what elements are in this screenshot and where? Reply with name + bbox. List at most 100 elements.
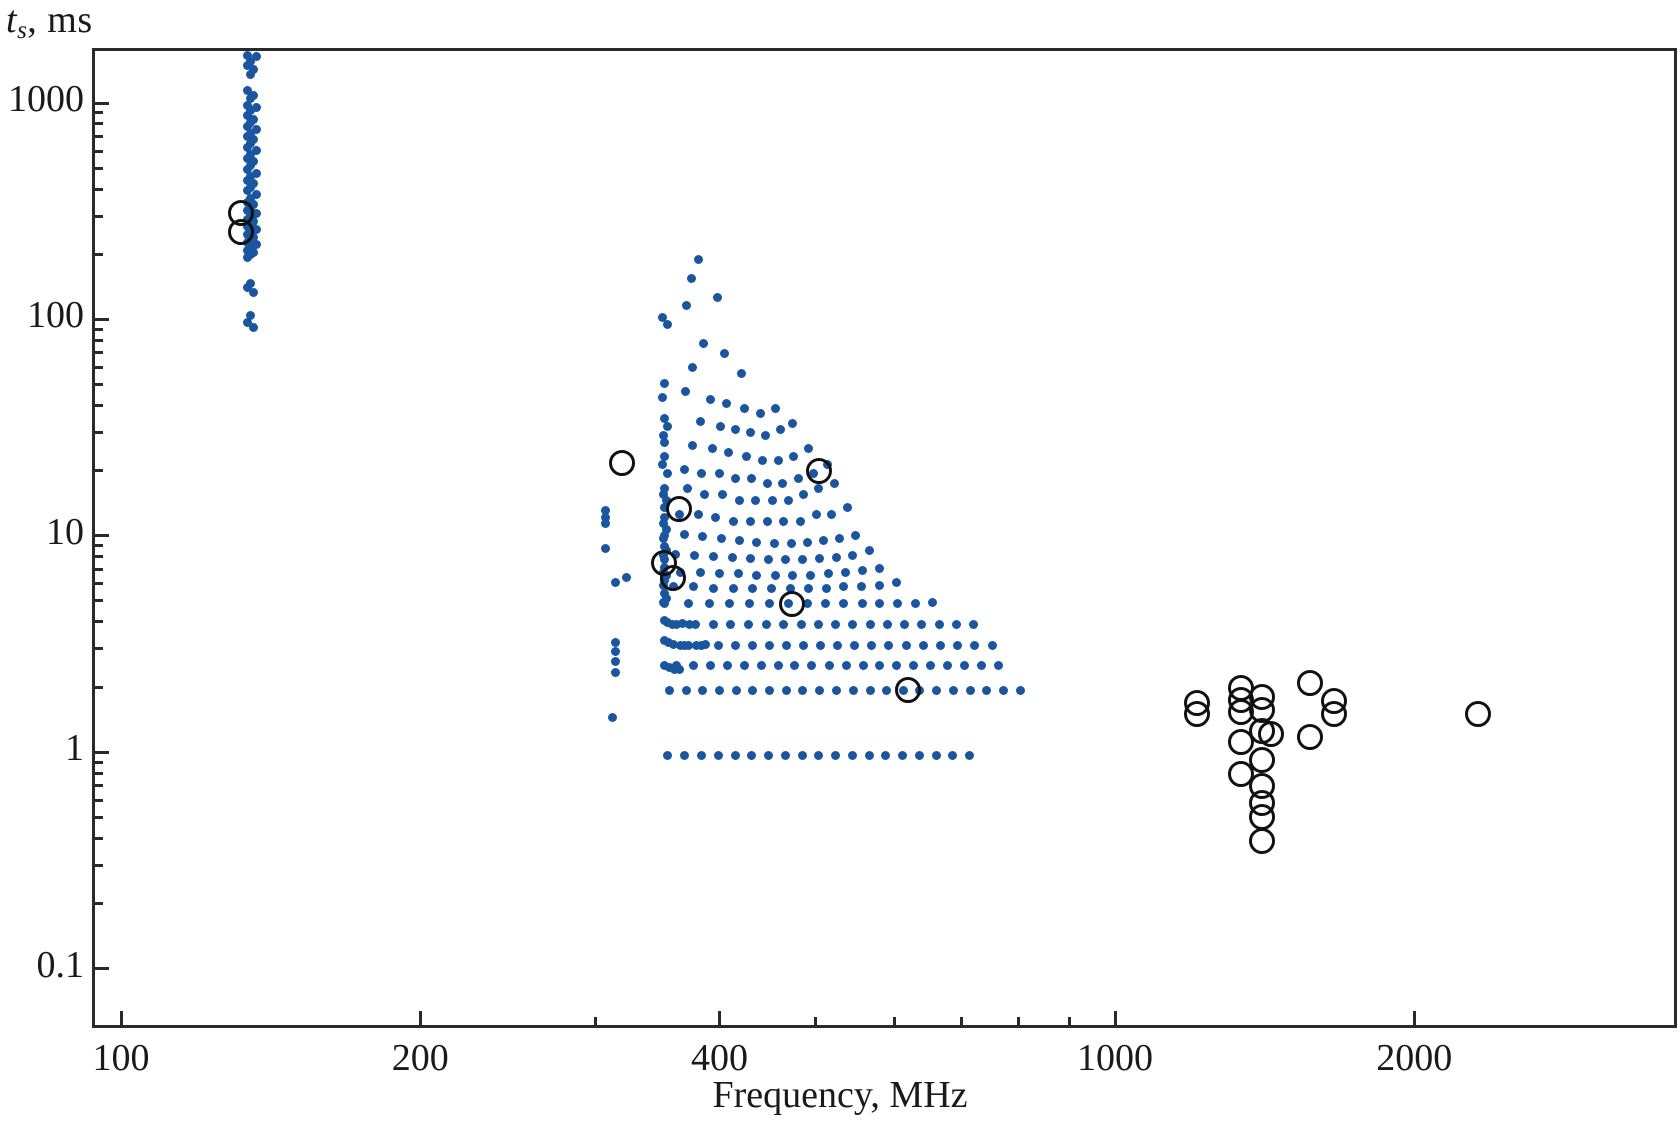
data-point-dot: [659, 534, 669, 544]
y-axis-minor-tick: [92, 567, 103, 571]
data-point-dot: [679, 464, 689, 474]
data-point-dot: [948, 685, 958, 695]
x-axis-minor-tick: [814, 1017, 818, 1028]
y-axis-tick-label: 100: [27, 294, 84, 337]
data-point-dot: [796, 620, 806, 630]
data-point-dot: [678, 619, 688, 629]
data-point-dot: [252, 103, 262, 113]
data-point-dot: [884, 641, 894, 651]
data-point-dot: [728, 583, 738, 593]
data-point-dot: [811, 509, 821, 519]
data-point-dot: [242, 51, 252, 60]
data-point-dot: [660, 413, 670, 423]
data-point-dot: [806, 570, 816, 580]
y-axis-major-tick: [92, 534, 109, 538]
data-point-dot: [821, 599, 831, 609]
data-point-dot: [714, 469, 724, 479]
data-point-dot: [797, 750, 807, 760]
data-point-open-circle: [1296, 723, 1323, 750]
data-point-dot: [842, 502, 852, 512]
data-point-dot: [757, 660, 767, 670]
data-point-dot: [660, 660, 670, 670]
data-point-dot: [841, 660, 851, 670]
data-point-dot: [245, 106, 255, 116]
data-point-dot: [773, 456, 783, 466]
data-point-dot: [799, 641, 809, 651]
data-point-dot: [965, 685, 975, 695]
data-point-dot: [662, 422, 672, 432]
data-point-dot: [764, 685, 774, 695]
data-point-dot: [730, 641, 740, 651]
data-point-dot: [687, 440, 697, 450]
data-point-dot: [785, 583, 795, 593]
data-point-dot: [874, 563, 884, 573]
data-point-dot: [661, 525, 671, 535]
data-point-dot: [943, 660, 953, 670]
data-point-dot: [610, 577, 620, 587]
data-point-dot: [831, 750, 841, 760]
data-point-dot: [829, 479, 839, 489]
data-point-dot: [892, 660, 902, 670]
data-point-dot: [720, 348, 730, 358]
data-point-open-circle: [1183, 701, 1210, 727]
data-point-dot: [610, 647, 620, 657]
data-point-dot: [802, 599, 812, 609]
data-point-dot: [249, 178, 259, 188]
data-point-dot: [668, 639, 678, 649]
data-point-dot: [782, 641, 792, 651]
data-point-open-circle: [805, 458, 832, 485]
data-point-dot: [726, 620, 736, 630]
data-point-dot: [734, 536, 744, 546]
data-point-open-circle: [1248, 803, 1275, 830]
data-point-open-circle: [1464, 701, 1491, 727]
y-axis-minor-tick: [92, 469, 103, 473]
data-point-dot: [790, 660, 800, 670]
data-point-dot: [621, 573, 631, 583]
y-axis-minor-tick: [92, 685, 103, 689]
data-point-dot: [779, 517, 789, 527]
y-axis-minor-tick: [92, 252, 103, 256]
data-point-dot: [819, 536, 829, 546]
y-axis-minor-tick: [92, 544, 103, 548]
data-point-dot: [657, 460, 667, 470]
data-point-dot: [918, 641, 928, 651]
data-point-dot: [711, 513, 721, 523]
data-point-dot: [252, 208, 262, 218]
y-axis-minor-tick: [92, 365, 103, 369]
data-point-dot: [987, 641, 997, 651]
data-point-dot: [798, 555, 808, 565]
y-axis-minor-tick: [92, 111, 103, 115]
y-axis-major-tick: [92, 101, 109, 105]
data-point-dot: [674, 664, 684, 674]
data-point-dot: [690, 550, 700, 560]
data-point-dot: [242, 132, 252, 142]
data-point-dot: [252, 168, 262, 178]
x-axis-minor-tick: [1017, 1017, 1021, 1028]
data-point-dot: [242, 164, 252, 174]
data-point-dot: [746, 554, 756, 564]
data-point-dot: [687, 362, 697, 372]
data-point-dot: [936, 641, 946, 651]
data-point-dot: [709, 583, 719, 593]
data-point-dot: [914, 750, 924, 760]
data-point-open-circle: [1296, 670, 1323, 697]
data-point-dot: [752, 570, 762, 580]
data-point-dot: [700, 490, 710, 500]
data-point-dot: [892, 599, 902, 609]
data-point-dot: [803, 583, 813, 593]
data-point-dot: [910, 598, 920, 608]
y-axis-minor-tick: [92, 901, 103, 905]
y-axis-minor-tick: [92, 836, 103, 840]
data-point-dot: [832, 641, 842, 651]
data-point-dot: [857, 599, 867, 609]
data-point-dot: [832, 552, 842, 562]
data-point-dot: [662, 750, 672, 760]
data-point-dot: [821, 583, 831, 593]
data-point-dot: [672, 660, 682, 670]
data-point-dot: [756, 408, 766, 418]
data-point-dot: [891, 577, 901, 587]
data-point-dot: [734, 496, 744, 506]
data-point-dot: [763, 750, 773, 760]
data-point-dot: [693, 255, 703, 265]
y-axis-label: ts, ms: [6, 0, 93, 45]
